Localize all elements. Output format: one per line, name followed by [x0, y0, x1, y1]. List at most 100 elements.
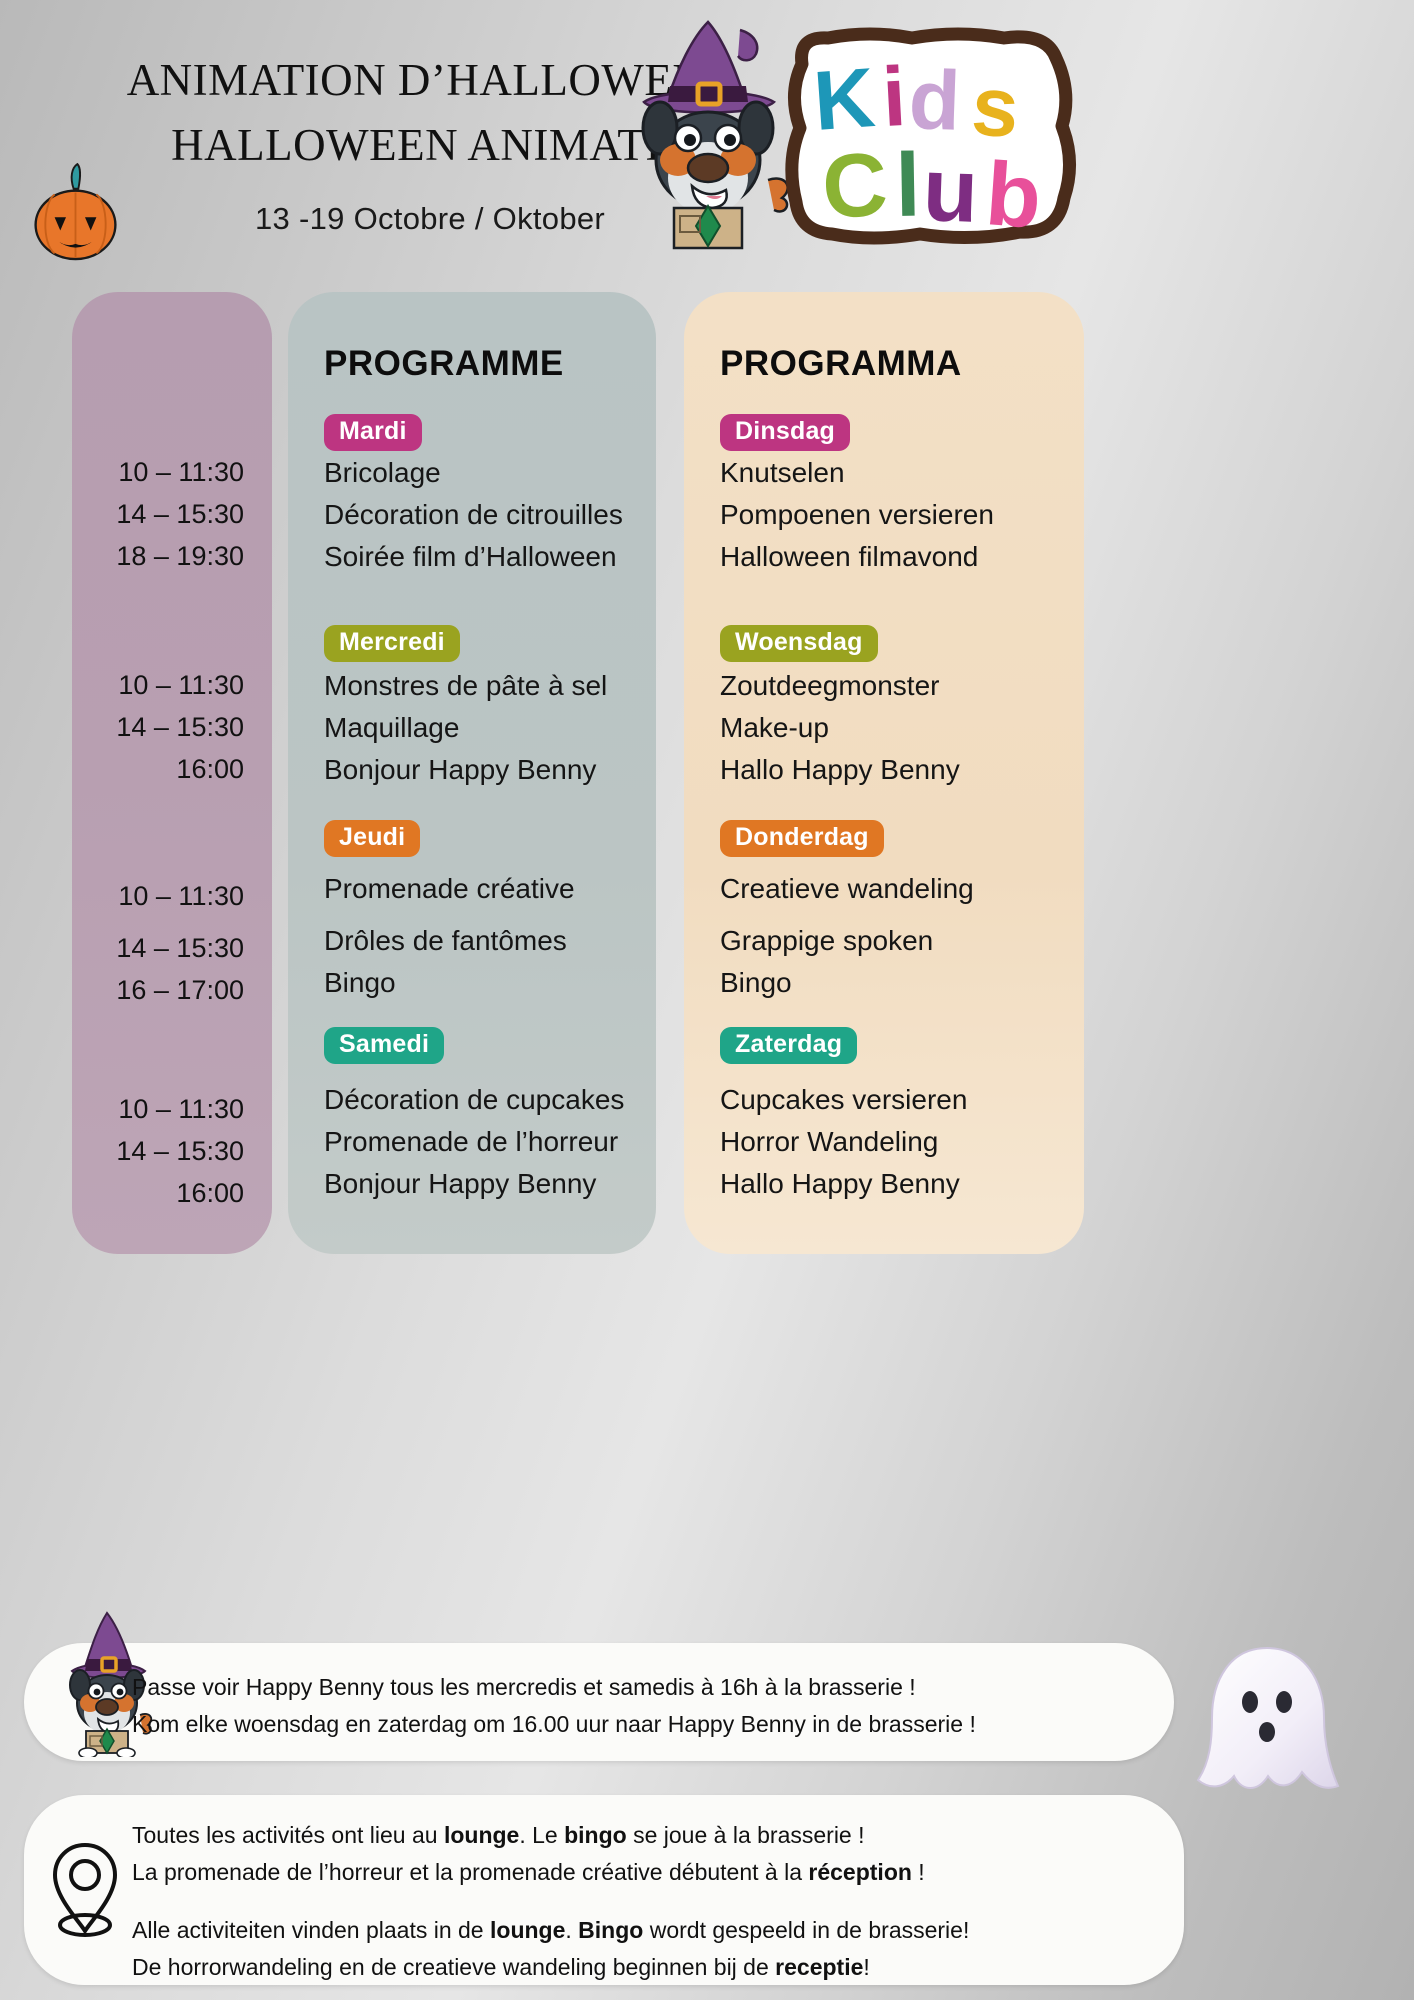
- activity-cell: Bingo: [720, 967, 792, 998]
- activity-cell: Pompoenen versieren: [720, 499, 994, 530]
- times-group-2: 10 – 11:30 14 – 15:30 16 – 17:00: [116, 876, 244, 1012]
- day-badge-fr-3: Samedi: [324, 1027, 445, 1064]
- text-span-bold: lounge: [443, 1822, 520, 1848]
- notice-fr-line-1: Toutes les activités ont lieu au lounge.…: [132, 1817, 969, 1854]
- text-span: Alle activiteiten vinden plaats in de: [132, 1916, 490, 1943]
- kids-club-logo: K i d s C l u b: [785, 27, 1077, 248]
- activities-nl-0: Knutselen Pompoenen versieren Halloween …: [720, 452, 994, 578]
- day-badge-fr-1: Mercredi: [324, 625, 460, 662]
- poster-header: ANIMATION D’HALLOWEEN HALLOWEEN ANIMATIE…: [0, 0, 1414, 290]
- text-span-bold: bingo: [564, 1822, 627, 1848]
- activity-cell: Maquillage: [324, 712, 460, 743]
- notice-locations-text: Toutes les activités ont lieu au lounge.…: [132, 1817, 969, 1986]
- text-span: . Le: [519, 1822, 565, 1848]
- time-cell: 18 – 19:30: [116, 540, 244, 571]
- notice-nl-line-1: Alle activiteiten vinden plaats in de lo…: [132, 1912, 969, 1949]
- svg-text:C: C: [820, 135, 890, 238]
- text-span: !: [863, 1953, 870, 1980]
- svg-text:K: K: [811, 50, 878, 148]
- dog-witch-hat-icon: [641, 20, 789, 250]
- text-span: La promenade de l’horreur et la promenad…: [132, 1859, 809, 1886]
- text-span-bold: réception: [808, 1859, 912, 1886]
- badge-label: Donderdag: [720, 820, 884, 857]
- day-badge-nl-1: Woensdag: [720, 625, 878, 662]
- program-panels: 10 – 11:30 14 – 15:30 18 – 19:30 10 – 11…: [0, 292, 1414, 1562]
- svg-text:s: s: [969, 58, 1022, 155]
- activity-cell: Promenade créative: [324, 873, 575, 904]
- activity-cell: Creatieve wandeling: [720, 873, 974, 904]
- notice-locations: Toutes les activités ont lieu au lounge.…: [24, 1795, 1184, 1985]
- text-span: Toutes les activités ont lieu au: [132, 1822, 444, 1848]
- activity-cell: Cupcakes versieren: [720, 1084, 968, 1115]
- text-span: !: [911, 1859, 925, 1886]
- activities-nl-1: Zoutdeegmonster Make-up Hallo Happy Benn…: [720, 665, 960, 791]
- badge-label: Mercredi: [324, 625, 460, 662]
- activity-cell: Hallo Happy Benny: [720, 1168, 960, 1199]
- activity-cell: Décoration de citrouilles: [324, 499, 623, 530]
- programme-fr-column: PROGRAMME Mardi Bricolage Décoration de …: [288, 292, 656, 1254]
- panel-heading-nl: PROGRAMMA: [720, 344, 962, 383]
- svg-text:u: u: [921, 140, 979, 242]
- time-cell: 10 – 11:30: [118, 670, 244, 700]
- programma-nl-column: PROGRAMMA Dinsdag Knutselen Pompoenen ve…: [684, 292, 1084, 1254]
- notice-fr-line-2: La promenade de l’horreur et la promenad…: [132, 1854, 969, 1891]
- activity-cell: Monstres de pâte à sel: [324, 670, 608, 701]
- ghost-icon: [1196, 1646, 1340, 1789]
- time-cell: 14 – 15:30: [116, 711, 244, 742]
- activity-cell: Drôles de fantômes: [324, 925, 567, 956]
- times-group-1: 10 – 11:30 14 – 15:30 16:00: [116, 665, 244, 791]
- time-cell: 14 – 15:30: [116, 1135, 244, 1166]
- activity-cell: Knutselen: [720, 457, 845, 488]
- time-cell: 16:00: [176, 753, 244, 784]
- activity-cell: Décoration de cupcakes: [324, 1084, 625, 1115]
- activity-cell: Bingo: [324, 967, 396, 998]
- times-group-3: 10 – 11:30 14 – 15:30 16:00: [116, 1089, 244, 1215]
- badge-label: Woensdag: [720, 625, 878, 662]
- day-badge-fr-2: Jeudi: [324, 820, 421, 857]
- activity-cell: Halloween filmavond: [720, 541, 979, 572]
- notice-happy-benny: Passe voir Happy Benny tous les mercredi…: [24, 1611, 1174, 1761]
- dog-witch-hat-icon: [69, 1611, 153, 1757]
- svg-text:l: l: [895, 136, 922, 236]
- text-span-bold: receptie: [775, 1953, 864, 1980]
- day-badge-fr-0: Mardi: [324, 414, 422, 451]
- time-cell: 10 – 11:30: [118, 457, 244, 487]
- activities-nl-2: Creatieve wandeling Grappige spoken Bing…: [720, 868, 974, 1004]
- pumpkin-icon: [34, 162, 117, 261]
- activity-cell: Hallo Happy Benny: [720, 754, 960, 785]
- times-column: 10 – 11:30 14 – 15:30 18 – 19:30 10 – 11…: [72, 292, 272, 1254]
- svg-text:b: b: [983, 144, 1045, 248]
- page-title-fr: ANIMATION D’HALLOWEEN: [126, 55, 734, 105]
- text-span: .: [565, 1916, 579, 1943]
- badge-label: Jeudi: [324, 820, 421, 857]
- badge-label: Samedi: [324, 1027, 445, 1064]
- day-badge-nl-0: Dinsdag: [720, 414, 851, 451]
- text-span-bold: Bingo: [578, 1916, 644, 1943]
- badge-label: Dinsdag: [720, 414, 851, 451]
- text-span-bold: lounge: [490, 1916, 566, 1943]
- svg-text:i: i: [880, 49, 908, 144]
- panel-heading-fr: PROGRAMME: [324, 344, 564, 383]
- activities-fr-3: Décoration de cupcakes Promenade de l’ho…: [324, 1079, 624, 1205]
- badge-label: Zaterdag: [720, 1027, 858, 1064]
- activities-fr-0: Bricolage Décoration de citrouilles Soir…: [324, 452, 623, 578]
- notice-line-nl: Kom elke woensdag en zaterdag om 16.00 u…: [132, 1711, 976, 1738]
- badge-label: Mardi: [324, 414, 422, 451]
- text-span: wordt gespeeld in de brasserie!: [643, 1916, 970, 1943]
- activity-cell: Bonjour Happy Benny: [324, 1168, 597, 1199]
- time-cell: 10 – 11:30: [118, 881, 244, 911]
- title-block: ANIMATION D’HALLOWEEN HALLOWEEN ANIMATIE…: [60, 48, 800, 237]
- notice-nl-line-2: De horrorwandeling en de creatieve wande…: [132, 1949, 969, 1986]
- text-span: De horrorwandeling en de creatieve wande…: [132, 1953, 776, 1980]
- times-group-0: 10 – 11:30 14 – 15:30 18 – 19:30: [116, 452, 244, 578]
- activity-cell: Bricolage: [324, 457, 441, 488]
- page-title-nl: HALLOWEEN ANIMATIE: [171, 120, 689, 171]
- time-cell: 10 – 11:30: [118, 1094, 244, 1124]
- text-span: se joue à la brasserie !: [626, 1822, 865, 1848]
- time-cell: 16 – 17:00: [116, 974, 244, 1005]
- activity-cell: Horror Wandeling: [720, 1126, 939, 1157]
- activities-fr-2: Promenade créative Drôles de fantômes Bi…: [324, 868, 575, 1004]
- time-cell: 14 – 15:30: [116, 932, 244, 963]
- activity-cell: Soirée film d’Halloween: [324, 541, 617, 572]
- notice-happy-benny-text: Passe voir Happy Benny tous les mercredi…: [132, 1669, 976, 1744]
